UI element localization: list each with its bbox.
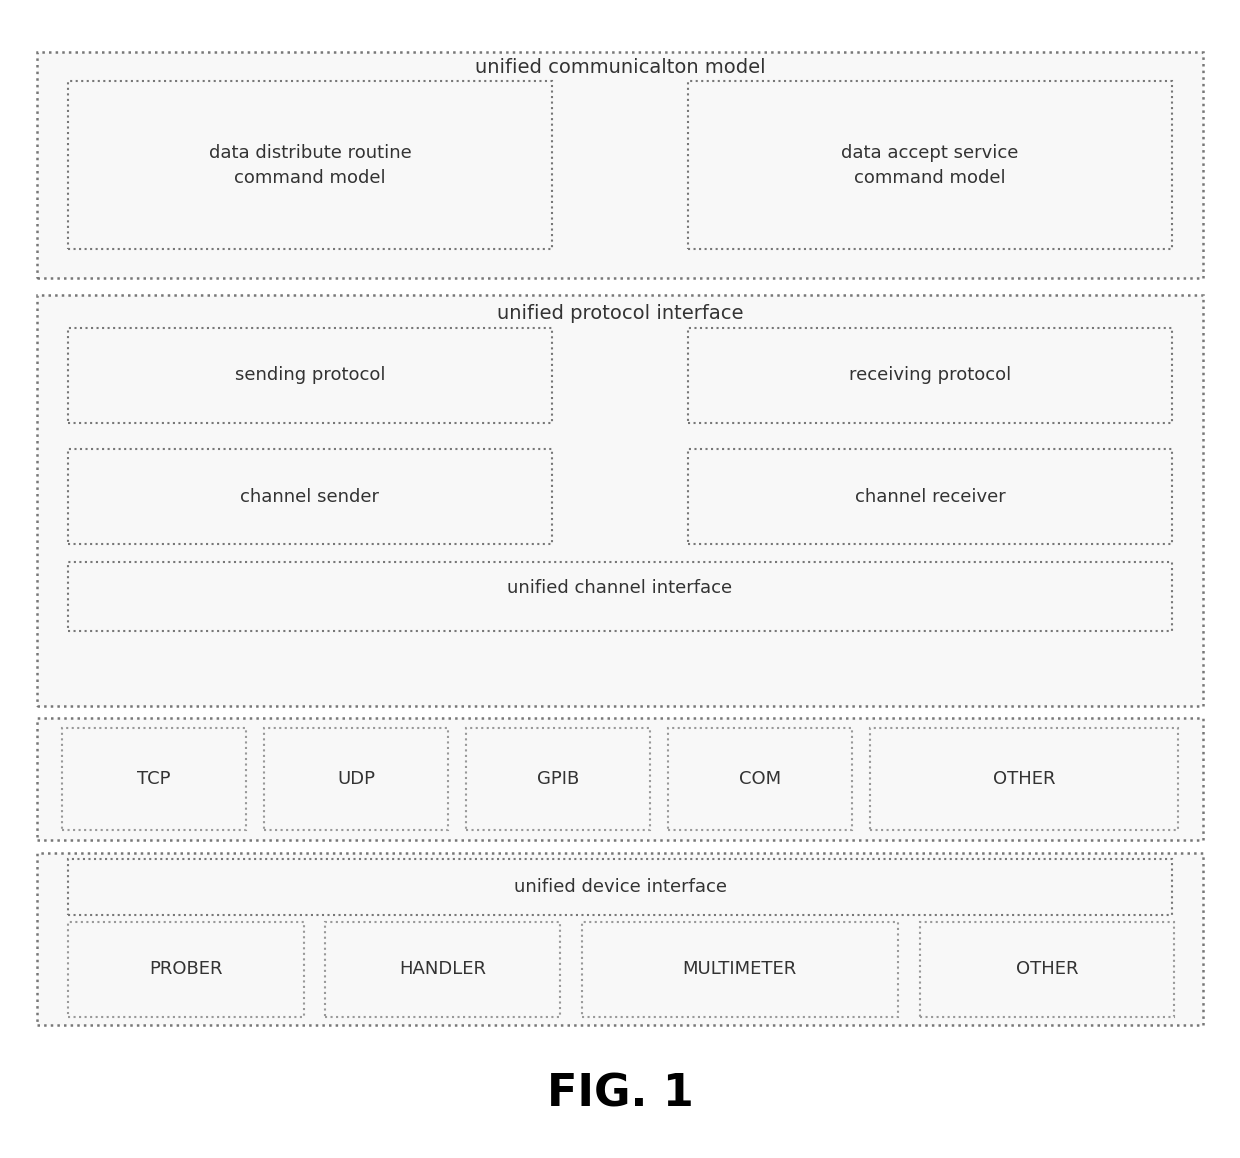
Text: OTHER: OTHER bbox=[993, 770, 1055, 789]
FancyBboxPatch shape bbox=[325, 922, 560, 1017]
FancyBboxPatch shape bbox=[37, 718, 1203, 840]
Text: PROBER: PROBER bbox=[149, 960, 223, 979]
Text: GPIB: GPIB bbox=[537, 770, 579, 789]
Text: unified communicalton model: unified communicalton model bbox=[475, 58, 765, 78]
FancyBboxPatch shape bbox=[68, 562, 1172, 631]
FancyBboxPatch shape bbox=[68, 328, 552, 423]
FancyBboxPatch shape bbox=[466, 728, 650, 830]
Text: data accept service
command model: data accept service command model bbox=[841, 144, 1019, 186]
Text: FIG. 1: FIG. 1 bbox=[547, 1072, 693, 1116]
Text: data distribute routine
command model: data distribute routine command model bbox=[208, 144, 412, 186]
FancyBboxPatch shape bbox=[920, 922, 1174, 1017]
Text: unified channel interface: unified channel interface bbox=[507, 579, 733, 598]
FancyBboxPatch shape bbox=[870, 728, 1178, 830]
FancyBboxPatch shape bbox=[37, 52, 1203, 278]
Text: UDP: UDP bbox=[337, 770, 374, 789]
FancyBboxPatch shape bbox=[668, 728, 852, 830]
FancyBboxPatch shape bbox=[264, 728, 448, 830]
Text: channel receiver: channel receiver bbox=[854, 488, 1006, 506]
FancyBboxPatch shape bbox=[37, 853, 1203, 1025]
Text: MULTIMETER: MULTIMETER bbox=[682, 960, 797, 979]
FancyBboxPatch shape bbox=[37, 295, 1203, 706]
Text: unified device interface: unified device interface bbox=[513, 878, 727, 896]
FancyBboxPatch shape bbox=[582, 922, 898, 1017]
Text: unified protocol interface: unified protocol interface bbox=[497, 305, 743, 323]
Text: HANDLER: HANDLER bbox=[399, 960, 486, 979]
FancyBboxPatch shape bbox=[68, 449, 552, 544]
FancyBboxPatch shape bbox=[68, 859, 1172, 915]
Text: OTHER: OTHER bbox=[1016, 960, 1079, 979]
FancyBboxPatch shape bbox=[688, 449, 1172, 544]
FancyBboxPatch shape bbox=[68, 81, 552, 249]
FancyBboxPatch shape bbox=[688, 81, 1172, 249]
Text: TCP: TCP bbox=[136, 770, 171, 789]
FancyBboxPatch shape bbox=[68, 922, 304, 1017]
Text: COM: COM bbox=[739, 770, 781, 789]
Text: sending protocol: sending protocol bbox=[234, 366, 386, 384]
FancyBboxPatch shape bbox=[62, 728, 246, 830]
Text: channel sender: channel sender bbox=[241, 488, 379, 506]
FancyBboxPatch shape bbox=[688, 328, 1172, 423]
Text: receiving protocol: receiving protocol bbox=[849, 366, 1011, 384]
